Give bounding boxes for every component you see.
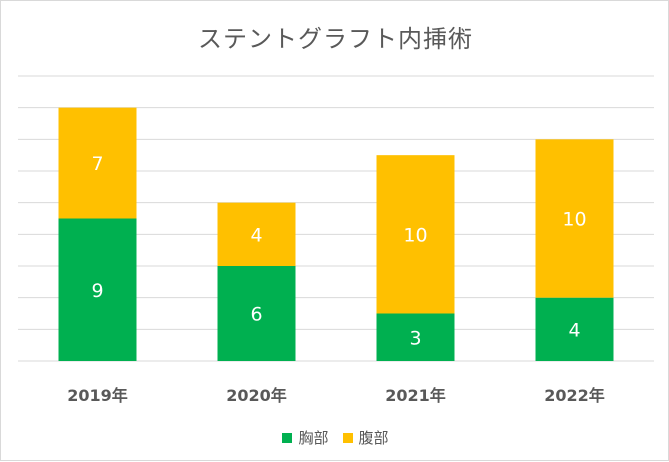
chart-title: ステントグラフト内挿術 <box>198 25 473 53</box>
bar-abdominal-1 <box>217 202 296 266</box>
chart-legend: 胸部 腹部 <box>1 427 669 448</box>
bar-thoracic-1 <box>217 266 296 361</box>
bar-thoracic-0 <box>58 218 137 361</box>
data-label-abdominal-3: 10 <box>562 209 586 231</box>
legend-swatch-abdominal <box>342 432 353 443</box>
data-label-thoracic-1: 6 <box>250 304 262 326</box>
legend-item-thoracic: 胸部 <box>282 427 329 448</box>
legend-label-thoracic: 胸部 <box>298 429 329 447</box>
bar-thoracic-2 <box>376 313 455 361</box>
data-label-thoracic-3: 4 <box>568 319 580 341</box>
data-label-abdominal-2: 10 <box>403 224 427 246</box>
data-label-abdominal-0: 7 <box>91 153 103 175</box>
data-label-thoracic-2: 3 <box>409 327 421 349</box>
bar-abdominal-0 <box>58 107 137 219</box>
x-tick-label: 2021年 <box>385 386 446 405</box>
legend-item-abdominal: 腹部 <box>342 427 389 448</box>
data-label-thoracic-0: 9 <box>91 280 103 302</box>
x-tick-label: 2019年 <box>67 386 128 405</box>
bar-abdominal-3 <box>535 139 614 298</box>
data-label-abdominal-1: 4 <box>250 224 262 246</box>
legend-label-abdominal: 腹部 <box>358 429 389 447</box>
x-tick-label: 2020年 <box>226 386 287 405</box>
legend-swatch-thoracic <box>282 432 293 443</box>
x-tick-label: 2022年 <box>544 386 605 405</box>
bar-thoracic-3 <box>535 297 614 361</box>
bar-abdominal-2 <box>376 155 455 314</box>
